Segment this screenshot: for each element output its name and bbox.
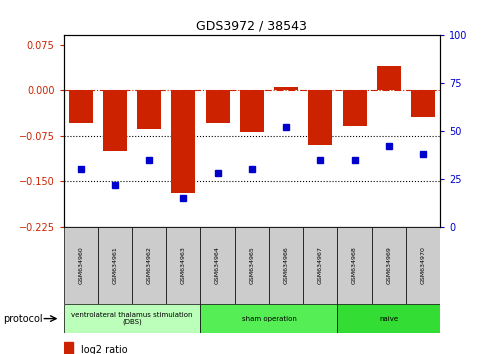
Bar xyxy=(337,227,371,304)
Text: GSM634960: GSM634960 xyxy=(78,247,83,284)
Bar xyxy=(102,90,127,151)
Text: GSM634962: GSM634962 xyxy=(146,247,151,284)
Bar xyxy=(303,227,337,304)
Bar xyxy=(63,342,73,354)
Bar xyxy=(63,227,98,304)
Text: GSM634961: GSM634961 xyxy=(112,247,117,284)
Text: GSM634963: GSM634963 xyxy=(181,247,185,284)
Bar xyxy=(376,66,400,90)
Bar xyxy=(63,304,200,333)
Text: GSM634970: GSM634970 xyxy=(420,247,425,284)
Bar xyxy=(171,90,195,193)
Text: sham operation: sham operation xyxy=(241,316,296,321)
Bar xyxy=(405,227,439,304)
Bar xyxy=(337,304,439,333)
Title: GDS3972 / 38543: GDS3972 / 38543 xyxy=(196,20,306,33)
Text: GSM634966: GSM634966 xyxy=(283,247,288,284)
Bar xyxy=(98,227,132,304)
Text: GSM634968: GSM634968 xyxy=(351,247,356,284)
Bar xyxy=(268,227,303,304)
Bar xyxy=(166,227,200,304)
Text: GSM634969: GSM634969 xyxy=(386,247,390,284)
Bar xyxy=(342,90,366,126)
Bar xyxy=(137,90,161,130)
Bar xyxy=(205,90,229,124)
Text: GSM634965: GSM634965 xyxy=(249,247,254,284)
Text: log2 ratio: log2 ratio xyxy=(81,346,127,354)
Text: protocol: protocol xyxy=(3,314,43,324)
Bar xyxy=(200,227,234,304)
Bar xyxy=(234,227,268,304)
Text: naive: naive xyxy=(378,316,398,321)
Bar xyxy=(132,227,166,304)
Bar xyxy=(410,90,434,117)
Text: GSM634967: GSM634967 xyxy=(317,247,322,284)
Bar xyxy=(68,90,93,124)
Bar xyxy=(200,304,337,333)
Text: GSM634964: GSM634964 xyxy=(215,247,220,284)
Bar xyxy=(273,87,298,90)
Bar xyxy=(371,227,405,304)
Bar xyxy=(307,90,332,145)
Bar xyxy=(239,90,264,132)
Text: ventrolateral thalamus stimulation
(DBS): ventrolateral thalamus stimulation (DBS) xyxy=(71,312,192,325)
